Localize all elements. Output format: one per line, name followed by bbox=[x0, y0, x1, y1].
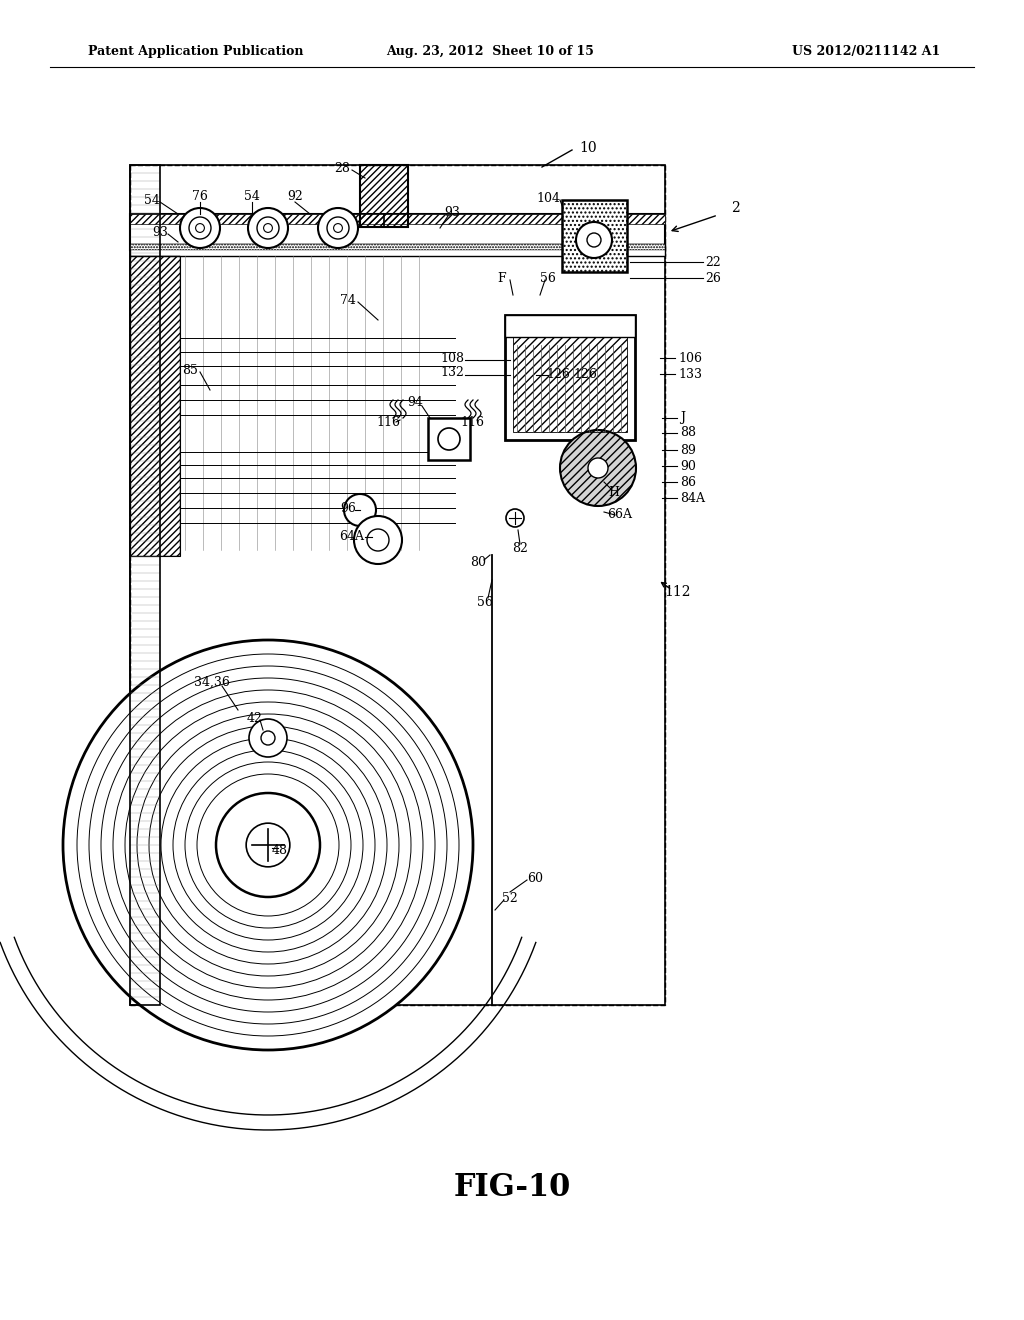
Text: J: J bbox=[680, 412, 685, 425]
Bar bbox=[130, 244, 665, 249]
Bar bbox=[130, 256, 180, 556]
Circle shape bbox=[354, 516, 402, 564]
Text: 2: 2 bbox=[731, 201, 739, 215]
Text: FIG-10: FIG-10 bbox=[454, 1172, 570, 1204]
Text: 42: 42 bbox=[247, 711, 263, 725]
Text: 93: 93 bbox=[444, 206, 460, 219]
Text: 90: 90 bbox=[680, 459, 696, 473]
Circle shape bbox=[180, 209, 220, 248]
Text: 116: 116 bbox=[460, 416, 484, 429]
Text: 48: 48 bbox=[272, 843, 288, 857]
Circle shape bbox=[257, 216, 279, 239]
Bar bbox=[130, 165, 665, 1005]
Circle shape bbox=[216, 793, 319, 898]
Text: 126: 126 bbox=[546, 368, 570, 381]
Bar bbox=[360, 165, 408, 227]
Text: 108: 108 bbox=[440, 351, 464, 364]
Text: 66A: 66A bbox=[607, 508, 633, 521]
Text: 89: 89 bbox=[680, 444, 696, 457]
Text: 112: 112 bbox=[665, 585, 691, 599]
Text: 22: 22 bbox=[705, 256, 721, 268]
Bar bbox=[130, 244, 665, 256]
Text: 92: 92 bbox=[287, 190, 303, 203]
Circle shape bbox=[438, 428, 460, 450]
Circle shape bbox=[263, 223, 272, 232]
Circle shape bbox=[334, 223, 342, 232]
Bar bbox=[513, 323, 627, 432]
Circle shape bbox=[367, 529, 389, 550]
Text: 96: 96 bbox=[340, 502, 356, 515]
Text: 74: 74 bbox=[340, 293, 356, 306]
Bar bbox=[130, 214, 665, 249]
Text: Patent Application Publication: Patent Application Publication bbox=[88, 45, 303, 58]
Text: 116: 116 bbox=[376, 416, 400, 429]
Text: 34,36: 34,36 bbox=[195, 676, 230, 689]
Text: 76: 76 bbox=[193, 190, 208, 203]
Text: 94: 94 bbox=[408, 396, 423, 408]
Bar bbox=[130, 214, 665, 224]
Text: 10: 10 bbox=[580, 141, 597, 154]
Text: 54: 54 bbox=[244, 190, 260, 203]
Bar bbox=[562, 201, 627, 272]
Text: 26: 26 bbox=[705, 272, 721, 285]
Text: H: H bbox=[608, 486, 620, 499]
Bar bbox=[130, 256, 180, 556]
Circle shape bbox=[249, 719, 287, 756]
Bar bbox=[130, 165, 160, 1005]
Circle shape bbox=[246, 824, 290, 867]
Text: 60: 60 bbox=[527, 871, 543, 884]
Circle shape bbox=[575, 222, 612, 257]
Text: 80: 80 bbox=[470, 556, 486, 569]
Circle shape bbox=[318, 209, 358, 248]
Text: 126: 126 bbox=[573, 368, 598, 381]
Text: 28: 28 bbox=[334, 161, 350, 174]
Text: F: F bbox=[498, 272, 506, 285]
Text: 54: 54 bbox=[144, 194, 160, 206]
Bar bbox=[505, 315, 635, 337]
Text: 104: 104 bbox=[536, 191, 560, 205]
Circle shape bbox=[327, 216, 349, 239]
Circle shape bbox=[196, 223, 205, 232]
Text: Aug. 23, 2012  Sheet 10 of 15: Aug. 23, 2012 Sheet 10 of 15 bbox=[386, 45, 594, 58]
Bar bbox=[130, 165, 160, 1005]
Circle shape bbox=[63, 640, 473, 1049]
Circle shape bbox=[344, 494, 376, 525]
Bar bbox=[562, 201, 627, 272]
Text: 82: 82 bbox=[512, 541, 528, 554]
Text: 85: 85 bbox=[182, 363, 198, 376]
Circle shape bbox=[588, 458, 608, 478]
Bar bbox=[428, 418, 470, 459]
Text: 56: 56 bbox=[477, 595, 493, 609]
Text: 133: 133 bbox=[678, 367, 702, 380]
Text: 64A: 64A bbox=[340, 531, 365, 544]
Circle shape bbox=[248, 209, 288, 248]
Text: 52: 52 bbox=[502, 891, 518, 904]
Circle shape bbox=[261, 731, 275, 744]
Text: 86: 86 bbox=[680, 475, 696, 488]
Circle shape bbox=[189, 216, 211, 239]
Text: 106: 106 bbox=[678, 351, 702, 364]
Text: 56: 56 bbox=[540, 272, 556, 285]
Text: 84A: 84A bbox=[680, 491, 705, 504]
Text: 132: 132 bbox=[440, 367, 464, 380]
Text: US 2012/0211142 A1: US 2012/0211142 A1 bbox=[792, 45, 940, 58]
Circle shape bbox=[587, 234, 601, 247]
Text: 88: 88 bbox=[680, 426, 696, 440]
Text: 93: 93 bbox=[152, 226, 168, 239]
Circle shape bbox=[560, 430, 636, 506]
Bar bbox=[505, 315, 635, 440]
Circle shape bbox=[506, 510, 524, 527]
